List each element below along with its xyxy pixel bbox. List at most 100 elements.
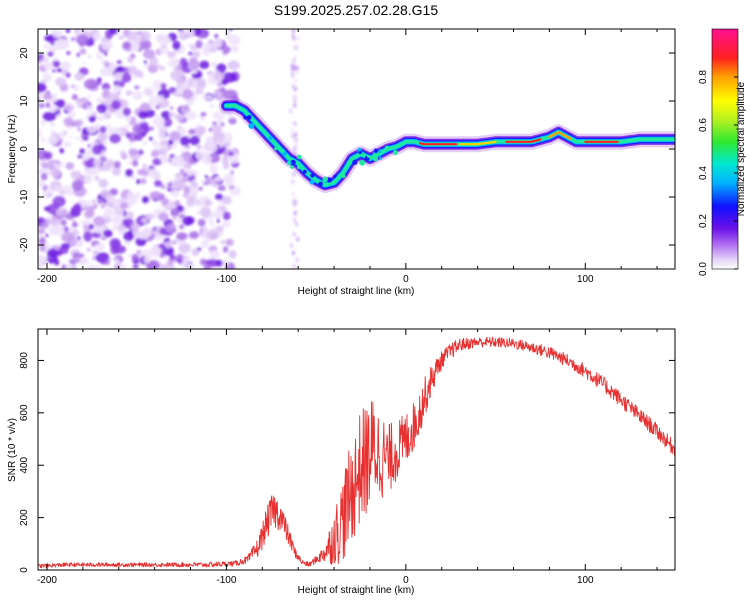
- noise-blob: [93, 157, 102, 168]
- noise-blob: [221, 195, 232, 205]
- noise-blob: [60, 61, 72, 71]
- noise-blob: [189, 135, 200, 146]
- noise-blob: [84, 168, 91, 175]
- ridge-spot: [309, 179, 315, 185]
- noise-blob: [168, 112, 176, 118]
- noise-blob: [134, 133, 143, 141]
- noise-blob: [87, 94, 92, 99]
- noise-blob: [178, 242, 191, 254]
- spectrogram-x-axis: -200 -100 0 100: [37, 274, 594, 285]
- noise-blob: [111, 100, 122, 110]
- noise-blob: [103, 111, 112, 120]
- noise-blob: [189, 59, 200, 71]
- noise-blob: [68, 135, 72, 139]
- noise-blob: [136, 178, 141, 185]
- noise-blob: [292, 202, 297, 208]
- noise-blob: [200, 32, 206, 38]
- noise-blob: [112, 198, 121, 208]
- noise-blob: [142, 141, 148, 146]
- noise-blob: [83, 61, 88, 65]
- ridge-spot: [302, 169, 307, 174]
- ridge-spot: [379, 156, 383, 160]
- colorbar-tick-label: 0.6: [698, 118, 709, 132]
- noise-blob: [293, 54, 298, 60]
- noise-blob: [163, 183, 169, 189]
- noise-blob: [139, 74, 144, 79]
- noise-blob: [214, 193, 223, 201]
- noise-blob: [185, 29, 195, 39]
- noise-blob: [196, 123, 201, 128]
- noise-blob: [172, 216, 176, 220]
- noise-blob: [155, 104, 160, 110]
- noise-blob: [154, 179, 162, 187]
- noise-blob: [49, 121, 55, 127]
- noise-blob: [295, 65, 300, 71]
- noise-blob: [56, 68, 63, 73]
- noise-blob: [123, 231, 134, 242]
- noise-blob: [195, 40, 203, 49]
- noise-blob: [158, 44, 167, 54]
- noise-blob: [290, 128, 294, 134]
- noise-blob: [89, 173, 94, 177]
- noise-blob: [180, 82, 190, 90]
- noise-blob: [182, 89, 194, 100]
- noise-blob: [99, 156, 107, 163]
- spectrogram-x-tick-label: -100: [216, 274, 236, 285]
- snr-y-tick-label: 400: [19, 456, 30, 473]
- spectrogram-y-label: Frequency (Hz): [7, 115, 18, 184]
- noise-blob: [222, 211, 231, 221]
- noise-blob: [97, 242, 105, 252]
- noise-blob: [38, 82, 47, 93]
- noise-blob: [294, 70, 299, 76]
- snr-x-tick-label: -200: [37, 575, 57, 586]
- ridge-spot: [384, 145, 390, 151]
- noise-blob: [230, 46, 237, 52]
- noise-blob: [182, 258, 190, 267]
- noise-blob: [223, 173, 235, 183]
- noise-blob: [201, 95, 207, 100]
- snr-frame: [37, 328, 676, 571]
- noise-blob: [152, 117, 166, 127]
- noise-blob: [185, 97, 194, 106]
- noise-blob: [141, 196, 150, 203]
- noise-blob: [128, 148, 139, 156]
- noise-blob: [77, 236, 81, 241]
- noise-blob: [38, 179, 46, 189]
- spectrogram-x-tick-label: 100: [577, 274, 594, 285]
- ridge-spot: [378, 149, 382, 153]
- noise-blob: [179, 136, 191, 146]
- noise-blob: [158, 212, 169, 222]
- noise-blob: [74, 256, 81, 263]
- noise-blob: [103, 207, 114, 218]
- noise-blob: [83, 231, 93, 242]
- noise-blob: [77, 101, 83, 106]
- noise-blob: [40, 172, 48, 181]
- noise-blob: [212, 132, 227, 143]
- noise-blob: [148, 136, 153, 141]
- noise-blob: [291, 133, 295, 139]
- noise-blob: [294, 78, 298, 84]
- noise-blob: [84, 200, 92, 207]
- noise-blob: [97, 199, 103, 204]
- noise-blob: [138, 149, 144, 155]
- noise-blob: [197, 186, 204, 191]
- noise-blob: [203, 41, 218, 53]
- noise-blob: [293, 210, 297, 216]
- noise-blob: [219, 86, 226, 93]
- noise-blob: [219, 67, 225, 74]
- noise-blob: [214, 110, 225, 121]
- ridge-spot: [333, 174, 337, 178]
- noise-blob: [183, 185, 191, 195]
- noise-blob: [196, 210, 202, 215]
- noise-blob: [67, 110, 76, 119]
- noise-blob: [109, 133, 121, 144]
- noise-blob: [197, 247, 202, 252]
- noise-blob: [50, 129, 56, 134]
- noise-blob: [55, 207, 69, 217]
- noise-blob: [159, 66, 166, 71]
- noise-blob: [44, 43, 50, 49]
- noise-blob: [293, 94, 298, 100]
- noise-blob: [292, 231, 297, 237]
- noise-blob: [92, 144, 103, 155]
- noise-blob: [43, 151, 53, 160]
